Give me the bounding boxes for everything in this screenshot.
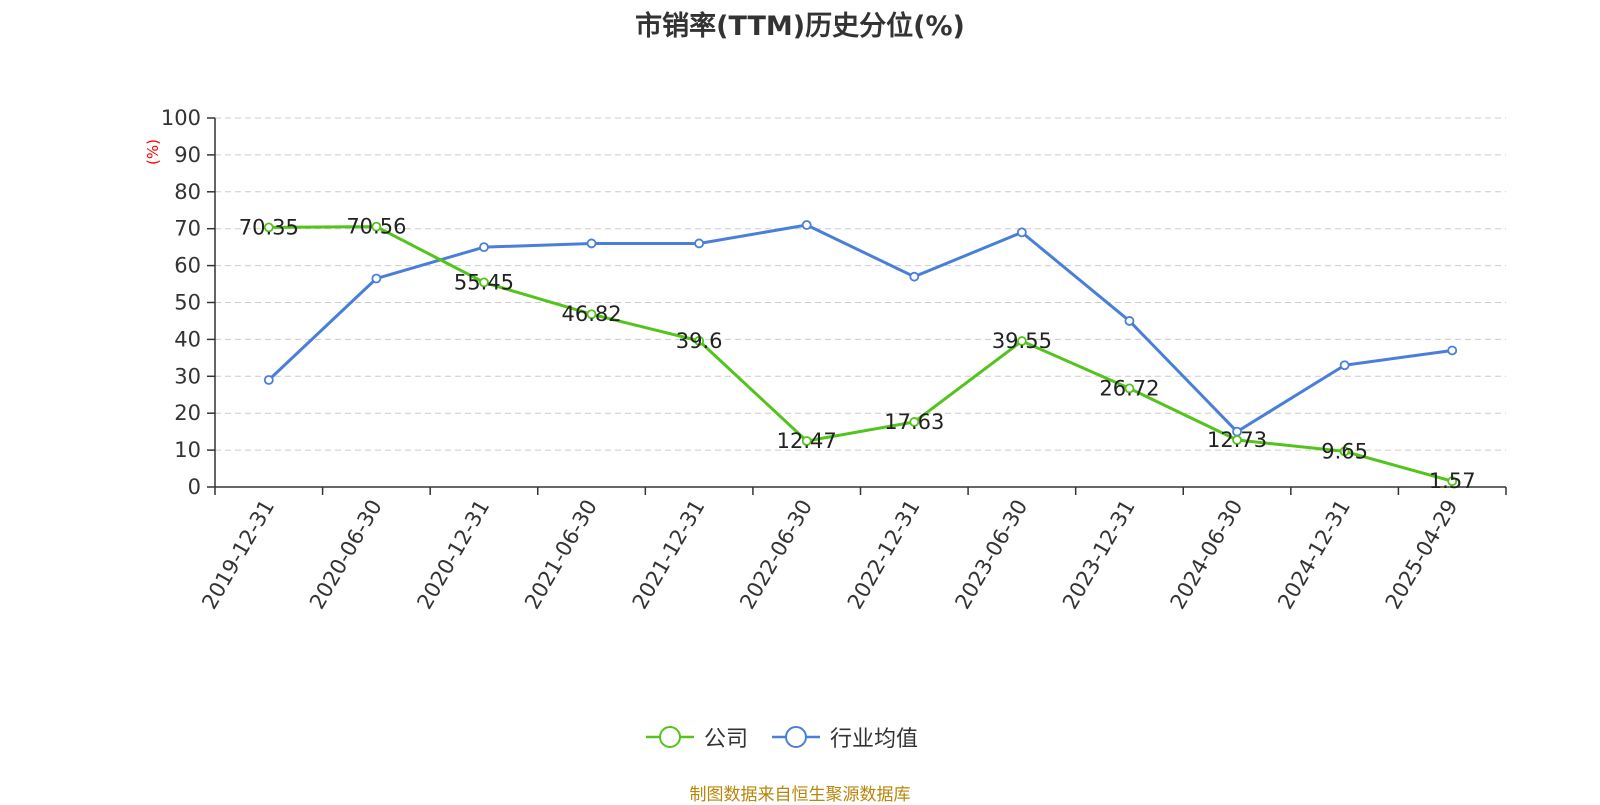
x-tick-label: 2021-12-31 <box>628 496 710 614</box>
y-tick-label: 10 <box>174 438 201 462</box>
data-label: 17.63 <box>884 410 944 434</box>
data-point-company <box>479 277 489 288</box>
data-point-company <box>1447 476 1458 487</box>
y-tick-label: 0 <box>188 475 201 499</box>
data-label: 12.73 <box>1207 428 1267 452</box>
x-axis-ticks: 2019-12-31 2020-06-30 2020-12-31 2021-06-30… <box>197 496 1462 614</box>
data-label: 9.65 <box>1321 439 1368 463</box>
y-tick-label: 30 <box>174 364 201 388</box>
data-label: 70.35 <box>239 215 299 239</box>
y-axis-ticks: 0 10 20 30 40 50 60 70 80 90 100 <box>161 106 201 499</box>
data-source-note: 制图数据来自恒生聚源数据库 <box>689 785 911 805</box>
x-tick-label: 2019-12-31 <box>197 496 279 614</box>
data-label: 39.6 <box>676 329 723 353</box>
data-point-industry <box>1447 345 1458 356</box>
legend-marker-icon <box>646 726 694 748</box>
x-tick-label: 2020-06-30 <box>305 496 387 614</box>
data-point-industry <box>1016 227 1027 238</box>
axes <box>207 117 1507 495</box>
data-point-company <box>1339 446 1350 457</box>
data-label: 12.47 <box>777 429 837 453</box>
data-point-industry <box>801 220 812 230</box>
x-tick-label: 2021-06-30 <box>520 496 602 614</box>
data-point-industry <box>1339 360 1350 371</box>
data-point-company <box>909 417 920 427</box>
data-point-industry <box>263 375 274 385</box>
data-labels: 70.35 70.56 55.45 46.82 39.6 12.47 17.63 39.55 2… <box>239 215 1476 494</box>
data-point-company <box>1124 383 1135 394</box>
data-point-industry <box>586 238 597 249</box>
series-line-company <box>268 225 1453 483</box>
data-label: 55.45 <box>454 270 514 294</box>
data-label: 70.56 <box>346 215 406 239</box>
chart-title: 市销率(TTM)历史分位(%) <box>635 11 965 42</box>
series-layer <box>263 220 1458 487</box>
data-point-company <box>1016 336 1027 346</box>
data-label: 26.72 <box>1099 376 1159 400</box>
y-axis-unit-label: (%) <box>144 139 162 165</box>
x-tick-label: 2023-12-31 <box>1058 496 1140 614</box>
data-point-industry <box>371 273 382 284</box>
x-tick-label: 2025-04-29 <box>1381 496 1463 614</box>
x-tick-label: 2024-06-30 <box>1166 496 1248 614</box>
y-tick-label: 100 <box>161 106 201 130</box>
data-point-industry <box>479 242 489 253</box>
x-tick-label: 2022-12-31 <box>843 496 925 614</box>
legend-marker-icon <box>772 726 820 748</box>
series-line-industry <box>267 223 1453 434</box>
x-tick-label: 2020-12-31 <box>412 496 494 614</box>
data-point-industry <box>909 271 920 282</box>
y-tick-label: 90 <box>174 143 201 167</box>
y-tick-label: 20 <box>174 401 201 425</box>
data-point-company <box>694 335 705 346</box>
data-label: 46.82 <box>561 302 621 326</box>
y-tick-label: 80 <box>174 180 201 204</box>
legend-label-industry: 行业均值 <box>830 727 919 752</box>
data-point-company <box>263 222 274 233</box>
y-tick-label: 50 <box>174 291 201 315</box>
data-point-industry <box>694 238 705 249</box>
data-point-company <box>371 221 382 232</box>
data-point-company <box>586 309 597 320</box>
y-tick-label: 60 <box>174 254 201 278</box>
data-point-company <box>1232 435 1242 445</box>
grid-lines <box>215 117 1506 451</box>
data-point-industry <box>1124 316 1135 326</box>
y-tick-label: 70 <box>174 217 201 241</box>
legend-label-company: 公司 <box>704 727 749 752</box>
y-tick-label: 40 <box>174 327 201 351</box>
x-tick-label: 2022-06-30 <box>735 496 817 614</box>
line-chart: 0 10 20 30 40 50 60 70 80 90 100 2019-12-31 2020-06… <box>144 106 1507 614</box>
legend-item-industry[interactable]: 行业均值 <box>772 722 918 752</box>
data-label: 39.55 <box>992 329 1052 353</box>
data-label: 1.57 <box>1429 469 1476 493</box>
x-tick-label: 2024-12-31 <box>1273 496 1355 614</box>
data-point-company <box>801 436 812 446</box>
legend-item-company[interactable]: 公司 <box>646 722 748 752</box>
legend: 公司 行业均值 <box>0 722 1600 762</box>
x-tick-label: 2023-06-30 <box>950 496 1032 614</box>
